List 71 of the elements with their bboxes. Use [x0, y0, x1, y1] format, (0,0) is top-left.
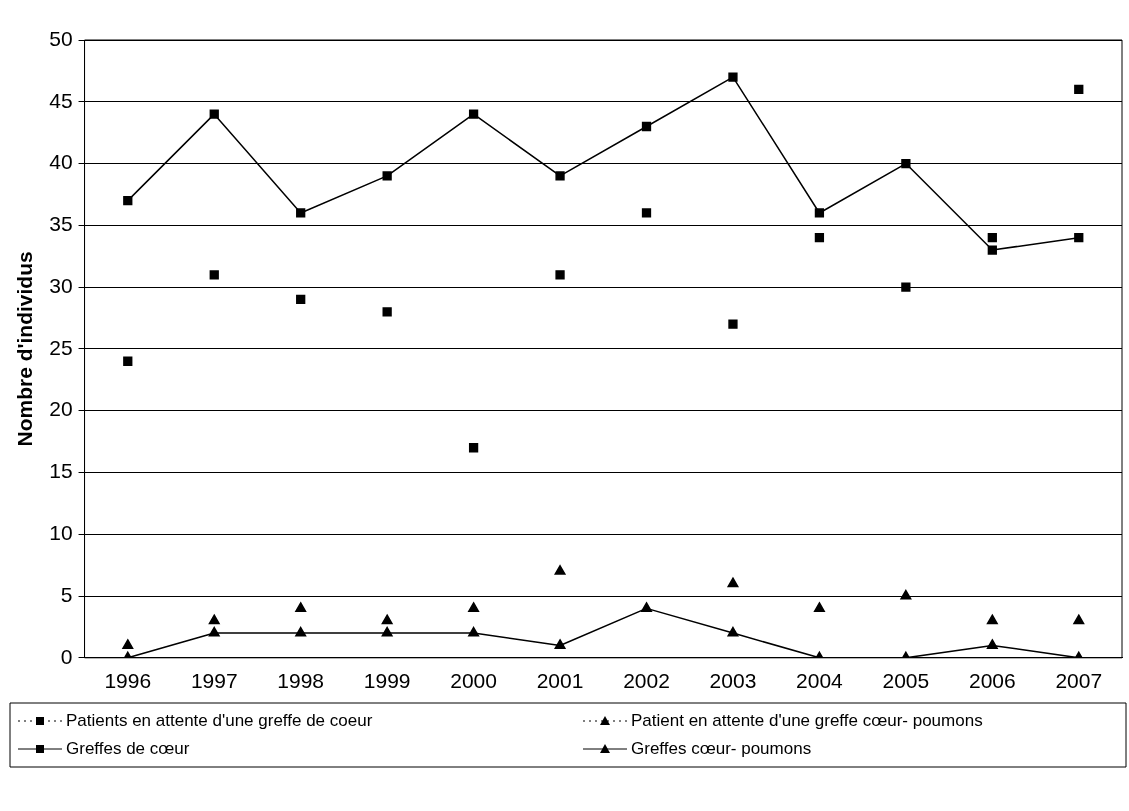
x-tick-label: 1998: [277, 669, 325, 693]
point: [381, 614, 393, 625]
point: [728, 319, 738, 329]
point: [296, 294, 306, 305]
point: [209, 270, 219, 280]
point: [987, 233, 997, 243]
x-tick-label: 2006: [968, 669, 1016, 693]
x-tick-label: 1996: [104, 669, 152, 693]
y-tick-label: 5: [60, 582, 73, 606]
point: [123, 195, 133, 206]
point: [813, 602, 825, 612]
point: [208, 614, 220, 625]
legend-label: Greffes de cœur: [66, 738, 190, 758]
point: [555, 171, 565, 181]
point: [554, 639, 566, 649]
point: [295, 626, 307, 637]
y-tick-label: 0: [60, 644, 73, 668]
point: [728, 72, 738, 82]
legend-label: Patient en attente d'une greffe cœur- poumons: [631, 710, 983, 730]
point: [640, 602, 653, 612]
point: [987, 245, 997, 255]
point: [468, 626, 480, 637]
x-tick-label: 2007: [1055, 669, 1103, 693]
point: [381, 626, 393, 637]
point: [986, 614, 998, 625]
point: [1073, 614, 1085, 625]
x-tick-label: 2000: [450, 669, 497, 693]
point: [209, 109, 219, 119]
point: [468, 602, 480, 612]
y-tick-label: 40: [49, 150, 73, 174]
point: [901, 282, 911, 292]
x-tick-label: 1999: [363, 669, 411, 693]
x-tick-label: 2002: [623, 669, 670, 693]
x-tick-label: 2005: [882, 669, 930, 693]
point: [555, 270, 565, 280]
point: [986, 639, 998, 649]
point: [296, 208, 306, 218]
legend-label: Patients en attente d'une greffe de coeur: [66, 710, 373, 730]
y-tick-label: 20: [49, 397, 73, 421]
point: [554, 565, 566, 575]
point: [727, 577, 739, 588]
point: [123, 356, 133, 366]
x-tick-label: 2003: [709, 669, 757, 693]
point: [468, 109, 479, 119]
point: [295, 602, 307, 612]
point: [1074, 84, 1084, 95]
point: [468, 443, 479, 453]
y-tick-label: 25: [49, 335, 73, 359]
y-tick-label: 15: [49, 459, 73, 483]
point: [901, 158, 911, 169]
point: [814, 233, 825, 243]
point: [641, 121, 652, 132]
y-axis-title: Nombre d'individus: [13, 251, 37, 447]
y-tick-label: 35: [49, 212, 73, 236]
x-tick-label: 2004: [796, 669, 844, 693]
point: [382, 171, 392, 181]
legend-label: Greffes cœur- poumons: [631, 738, 812, 758]
y-tick-label: 50: [49, 26, 73, 50]
y-tick-label: 45: [49, 88, 73, 112]
point: [727, 626, 739, 637]
y-tick-label: 30: [49, 273, 73, 297]
point: [814, 208, 825, 218]
point: [900, 589, 912, 600]
x-tick-label: 2001: [536, 669, 584, 693]
point: [1074, 233, 1084, 243]
y-tick-label: 10: [49, 521, 73, 545]
point: [641, 208, 652, 218]
point: [122, 639, 134, 649]
point: [382, 307, 392, 317]
point: [208, 626, 220, 637]
x-tick-label: 1997: [190, 669, 238, 693]
